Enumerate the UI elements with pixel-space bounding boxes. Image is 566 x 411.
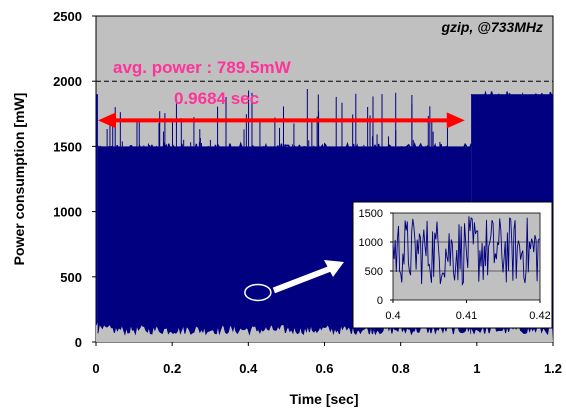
y-tick-label: 2500: [53, 9, 82, 24]
x-tick-label: 1.2: [544, 361, 562, 376]
series-edge-1: [97, 141, 472, 160]
y-axis-ticks: 0 500 1000 1500 2000 2500: [53, 9, 96, 350]
inset-y-ticks: 0 500 1000 1500: [359, 208, 393, 307]
duration-arrow-head-left: [98, 112, 116, 129]
duration-arrow-head-right: [446, 112, 465, 129]
y-tick-label: 2000: [53, 74, 82, 89]
x-tick-label: 0.2: [163, 361, 181, 376]
inset-y-tick-label: 1500: [359, 208, 383, 220]
inset-y-tick-label: 0: [377, 295, 383, 307]
zoom-pointer: [244, 260, 344, 302]
y-tick-label: 1000: [53, 205, 82, 220]
inset-x-tick-label: 0.42: [529, 310, 550, 322]
inset-x-ticks: 0.4 0.41 0.42: [385, 300, 551, 322]
series-low-edge-0: [95, 321, 98, 326]
inset-x-tick-label: 0.41: [456, 310, 477, 322]
y-tick-label: 0: [75, 335, 82, 350]
series-band-0: [96, 94, 98, 332]
duration-arrow: [98, 112, 465, 129]
inset-chart: 0 500 1000 1500 0.4 0.41 0.42: [352, 201, 553, 329]
chart-title: gzip, @733MHz: [440, 19, 543, 35]
series-baseline-gap-2: [471, 324, 553, 342]
y-axis-label: Power consumption [mW]: [11, 93, 27, 266]
x-axis-label: Time [sec]: [290, 391, 359, 407]
inset-y-tick-label: 1000: [359, 237, 383, 249]
inset-series: [392, 216, 540, 287]
x-axis-ticks: 0 0.2 0.4 0.6 0.8 1 1.2: [92, 342, 562, 376]
inset-x-tick-label: 0.4: [385, 310, 400, 322]
inset-y-tick-label: 500: [365, 266, 383, 278]
zoom-arrow-shaft: [272, 265, 334, 294]
series-edge-0: [95, 95, 98, 101]
inset-line: [392, 216, 540, 287]
duration-label: 0.9684 sec: [174, 89, 259, 108]
series-edge-2: [470, 90, 554, 108]
x-tick-label: 0: [92, 361, 99, 376]
x-tick-label: 0.4: [239, 361, 258, 376]
series-baseline-gap-0: [96, 321, 98, 342]
series-low-edge-1: [97, 322, 471, 336]
avg-power-label: avg. power : 789.5mW: [113, 58, 292, 77]
y-tick-label: 1500: [53, 139, 82, 154]
zoom-arrow-head: [324, 260, 344, 277]
x-tick-label: 1: [473, 361, 480, 376]
zoom-ellipse: [244, 283, 272, 302]
x-tick-label: 0.6: [315, 361, 333, 376]
x-tick-label: 0.8: [392, 361, 410, 376]
y-tick-label: 500: [60, 270, 82, 285]
series-baseline-gap-1: [97, 324, 472, 342]
